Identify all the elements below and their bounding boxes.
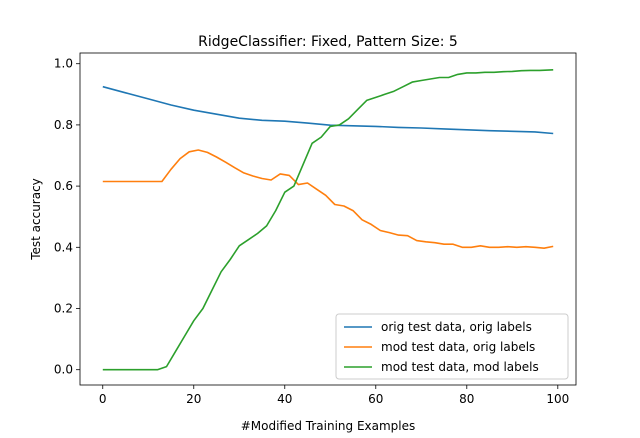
y-axis-label: Test accuracy	[29, 178, 43, 261]
x-tick-label: 20	[186, 392, 201, 406]
legend-label-3: mod test data, mod labels	[381, 360, 539, 374]
series-line-2	[102, 149, 554, 249]
chart-title: RidgeClassifier: Fixed, Pattern Size: 5	[198, 34, 458, 50]
legend-box	[335, 313, 569, 380]
x-tick-label: 0	[99, 392, 107, 406]
y-tick-label: 0.4	[54, 240, 73, 254]
y-axis: 0.0 0.2 0.4 0.6 0.8 1.0	[54, 57, 80, 377]
series-line-3	[102, 69, 554, 371]
y-tick-label: 1.0	[54, 57, 73, 71]
legend-label-1: orig test data, orig labels	[381, 320, 532, 334]
x-tick-label: 60	[368, 392, 383, 406]
plot-frame	[79, 52, 577, 386]
x-axis: 0 20 40 60 80 100	[99, 385, 569, 406]
x-tick-label: 40	[277, 392, 292, 406]
x-tick-label: 80	[459, 392, 474, 406]
y-tick-label: 0.2	[54, 302, 73, 316]
y-tick-label: 0.0	[54, 363, 73, 377]
legend-label-2: mod test data, orig labels	[381, 340, 535, 354]
legend: orig test data, orig labels mod test data…	[335, 313, 569, 380]
series-line-1	[102, 85, 554, 135]
y-tick-label: 0.8	[54, 118, 73, 132]
x-tick-label: 100	[546, 392, 569, 406]
y-tick-label: 0.6	[54, 179, 73, 193]
x-axis-label: #Modified Training Examples	[241, 419, 416, 433]
